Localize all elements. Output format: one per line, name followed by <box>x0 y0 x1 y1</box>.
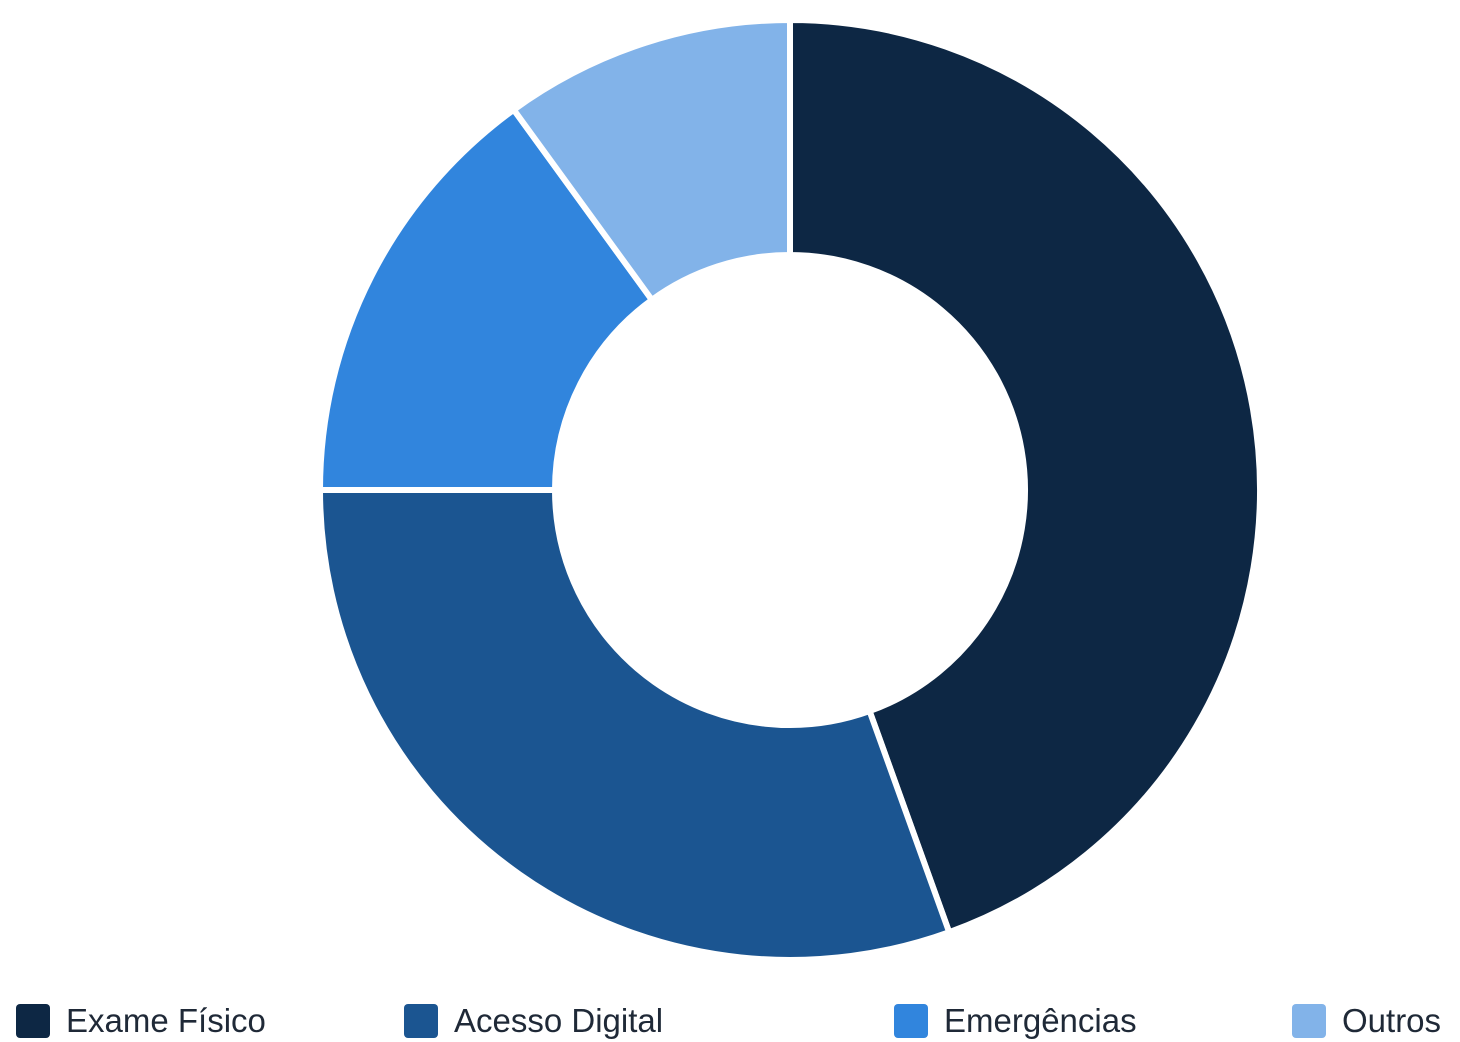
legend-item-acesso-digital[interactable]: Acesso Digital <box>404 1000 663 1042</box>
legend-item-emergencias[interactable]: Emergências <box>894 1000 1137 1042</box>
legend-swatch <box>894 1004 928 1038</box>
legend-item-exame-fisico[interactable]: Exame Físico <box>16 1000 266 1042</box>
chart-legend: Exame Físico Acesso Digital Emergências … <box>0 1000 1460 1042</box>
legend-swatch <box>16 1004 50 1038</box>
donut-slice-exame-f-sico[interactable] <box>787 17 1263 936</box>
legend-label: Outros <box>1342 1002 1442 1039</box>
legend-label: Emergências <box>944 1002 1137 1039</box>
legend-swatch <box>1292 1004 1326 1038</box>
donut-slice-outros[interactable] <box>510 17 793 303</box>
donut-slice-emerg-ncias[interactable] <box>317 106 655 493</box>
donut-slice-acesso-digital[interactable] <box>317 487 953 963</box>
legend-swatch <box>404 1004 438 1038</box>
legend-item-outros[interactable]: Outros <box>1292 1000 1441 1042</box>
legend-label: Acesso Digital <box>454 1002 664 1039</box>
legend-label: Exame Físico <box>66 1002 266 1039</box>
donut-chart-svg <box>317 17 1263 963</box>
